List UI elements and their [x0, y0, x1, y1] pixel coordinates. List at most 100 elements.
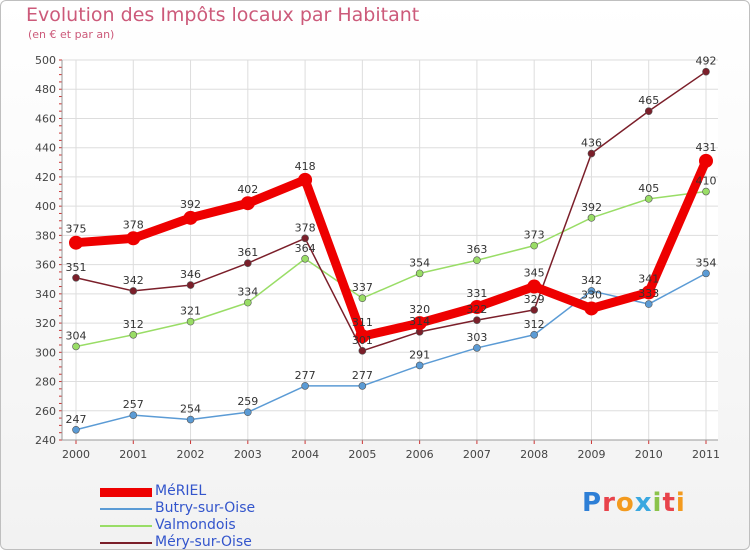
- data-label: 311: [352, 316, 373, 329]
- data-point: [644, 300, 653, 308]
- data-point: [240, 196, 255, 211]
- data-point: [527, 279, 542, 294]
- data-label: 361: [237, 246, 258, 259]
- data-label: 254: [180, 403, 201, 416]
- data-point: [530, 306, 538, 314]
- data-label: 418: [295, 160, 316, 173]
- data-label: 321: [180, 305, 201, 318]
- y-tick-label: 440: [35, 142, 56, 155]
- data-label: 303: [466, 331, 487, 344]
- data-label: 402: [237, 183, 258, 196]
- x-tick-label: 2011: [692, 448, 720, 461]
- data-label: 354: [409, 256, 430, 269]
- chart-subtitle: (en € et par an): [28, 28, 115, 41]
- data-point: [587, 149, 596, 158]
- data-label: 342: [581, 274, 602, 287]
- data-label: 257: [123, 398, 144, 411]
- data-label: 301: [352, 334, 373, 347]
- data-point: [473, 256, 481, 265]
- axes: 240 260 280 300 320 340 360 380 400 420 440 460 480 5…: [35, 54, 720, 461]
- data-label: 465: [638, 94, 659, 107]
- data-point: [244, 408, 252, 417]
- data-label: 410: [696, 175, 717, 188]
- legend-label: Méry-sur-Oise: [155, 534, 252, 550]
- data-point: [415, 361, 424, 370]
- data-point: [473, 316, 481, 324]
- data-point: [469, 300, 484, 314]
- data-label: 330: [581, 288, 602, 301]
- y-tick-label: 400: [35, 200, 56, 213]
- y-tick-label: 480: [35, 83, 56, 96]
- data-point: [702, 187, 710, 196]
- data-label: 337: [352, 281, 373, 294]
- data-point: [244, 298, 252, 307]
- y-tick-label: 500: [35, 54, 56, 67]
- data-point: [186, 415, 195, 424]
- data-point: [129, 287, 138, 295]
- data-label: 322: [466, 303, 487, 316]
- y-tick-label: 300: [35, 346, 56, 359]
- data-point: [72, 273, 80, 282]
- x-tick-label: 2001: [119, 448, 147, 461]
- x-tick-label: 2004: [291, 448, 319, 461]
- y-tick-label: 260: [35, 405, 56, 418]
- data-point: [702, 269, 710, 278]
- data-label: 405: [638, 182, 659, 195]
- data-point: [301, 254, 309, 263]
- data-point: [644, 195, 653, 203]
- data-label: 341: [638, 272, 659, 285]
- data-point: [301, 382, 309, 390]
- data-label: 346: [180, 268, 201, 281]
- data-label: 436: [581, 137, 602, 150]
- data-labels: 247 257 254 259 277 277 291 303 312 342 333 354 304 3…: [66, 55, 717, 426]
- data-label: 334: [237, 286, 258, 299]
- data-label: 312: [123, 318, 144, 331]
- series-line-2: [75, 190, 707, 348]
- data-label: 259: [237, 395, 258, 408]
- data-point: [415, 269, 424, 278]
- data-point: [358, 294, 367, 303]
- proxiti-logo: Proxiti: [582, 488, 686, 518]
- x-tick-label: 2007: [463, 448, 491, 461]
- data-label: 291: [409, 348, 430, 361]
- data-point: [126, 231, 141, 246]
- x-tick-label: 2008: [520, 448, 548, 461]
- y-tick-label: 240: [35, 434, 56, 447]
- data-label: 364: [295, 242, 316, 255]
- x-tick-label: 2003: [234, 448, 262, 461]
- data-point: [699, 153, 713, 168]
- data-point: [298, 172, 313, 187]
- data-point: [72, 342, 80, 351]
- data-label: 392: [180, 198, 201, 211]
- data-point: [530, 330, 538, 339]
- x-tick-label: 2002: [177, 448, 205, 461]
- series-line-3: [75, 71, 707, 352]
- x-tick-label: 2009: [577, 448, 605, 461]
- x-tick-label: 2000: [62, 448, 90, 461]
- legend-swatch: [100, 525, 152, 527]
- legend-label: MéRIEL: [155, 483, 207, 499]
- legend-swatch: [100, 508, 152, 510]
- legend-swatch: [100, 542, 152, 544]
- data-label: 331: [466, 287, 487, 300]
- data-point: [355, 329, 370, 344]
- data-point: [530, 241, 538, 250]
- series-group: [69, 67, 713, 434]
- grid: [62, 59, 718, 441]
- data-label: 277: [352, 369, 373, 382]
- data-label: 392: [581, 201, 602, 214]
- data-point: [412, 316, 427, 331]
- data-point: [69, 235, 83, 250]
- data-label: 333: [638, 287, 659, 300]
- data-point: [641, 285, 656, 300]
- x-tick-label: 2006: [406, 448, 434, 461]
- data-label: 277: [295, 369, 316, 382]
- data-point: [301, 234, 309, 243]
- data-label: 329: [524, 293, 545, 306]
- legend-label: Butry-sur-Oise: [155, 500, 256, 516]
- chart-title: Evolution des Impôts locaux par Habitant: [26, 4, 420, 26]
- plot-area: [62, 60, 718, 440]
- data-label: 431: [696, 141, 717, 154]
- data-point: [186, 281, 195, 289]
